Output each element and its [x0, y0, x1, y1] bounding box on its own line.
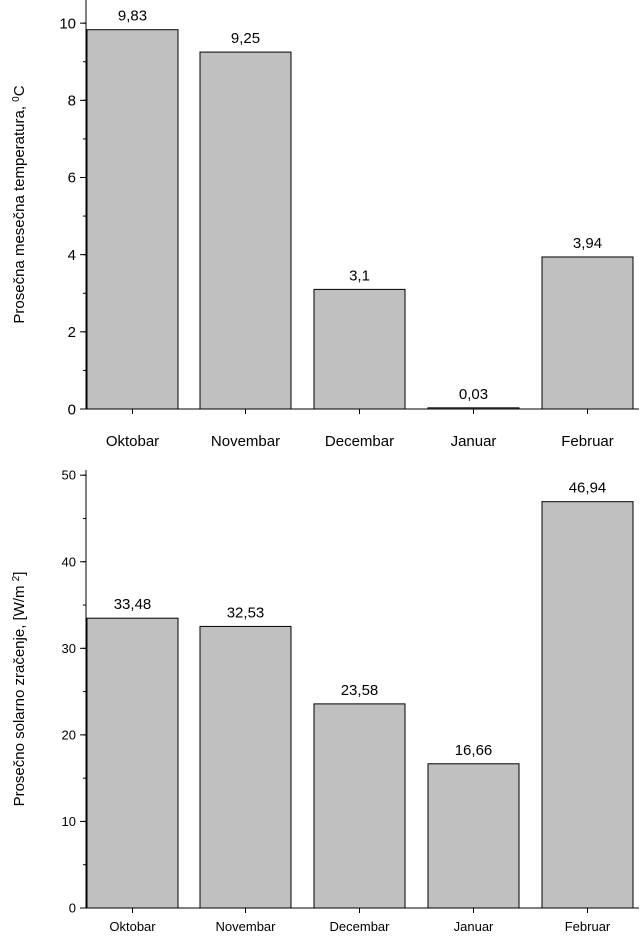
- y-tick-label: 6: [68, 170, 76, 187]
- x-tick-label: Januar: [451, 433, 497, 450]
- y-tick-label: 50: [62, 468, 76, 483]
- y-tick-label: 10: [62, 814, 76, 829]
- bar-oktobar: [86, 617, 179, 909]
- y-tick-label: 30: [62, 641, 76, 656]
- y-tick-label: 2: [68, 324, 76, 341]
- data-label: 9,25: [231, 30, 260, 47]
- data-label: 0,03: [459, 386, 488, 403]
- bar-decembar: [313, 703, 406, 909]
- y-axis-label: Prosečno solarno zračenje, [W/m 2]: [11, 572, 29, 807]
- data-label: 33,48: [114, 596, 152, 613]
- data-label: 46,94: [569, 480, 607, 497]
- bar-februar: [541, 256, 634, 410]
- data-label: 3,94: [573, 235, 602, 252]
- chart-1: 9,83 Oktobar 9,25 Novembar 3,1 Decembar 0,03 Ja…: [11, 0, 639, 450]
- x-tick-label: Oktobar: [109, 919, 156, 934]
- y-tick-label: 0: [69, 901, 76, 916]
- y-tick-label: 10: [59, 15, 76, 32]
- x-tick-label: Decembar: [330, 919, 391, 934]
- data-label: 23,58: [341, 682, 379, 699]
- data-label: 9,83: [118, 8, 147, 25]
- data-label: 32,53: [227, 604, 265, 621]
- y-tick-label: 20: [62, 727, 76, 742]
- x-tick-label: Februar: [565, 919, 611, 934]
- x-tick-label: Novembar: [211, 433, 280, 450]
- bar-decembar: [313, 288, 406, 410]
- x-tick-label: Februar: [561, 433, 614, 450]
- bar-januar: [427, 763, 520, 909]
- y-axis-label: Prosečna mesečna temperatura, 0C: [11, 85, 29, 323]
- x-tick-label: Oktobar: [106, 433, 159, 450]
- y-tick-label: 0: [68, 401, 76, 418]
- bar-novembar: [199, 625, 292, 909]
- x-tick-label: Decembar: [325, 433, 394, 450]
- x-tick-label: Novembar: [216, 919, 277, 934]
- data-label: 3,1: [349, 267, 370, 284]
- y-tick-label: 8: [68, 93, 76, 110]
- chart-2: 33,48 Oktobar 32,53 Novembar 23,58 Decembar 16…: [11, 468, 639, 934]
- x-tick-label: Januar: [454, 919, 494, 934]
- y-tick-label: 4: [68, 247, 76, 264]
- y-tick-label: 40: [62, 554, 76, 569]
- bar-novembar: [199, 51, 292, 410]
- bar-oktobar: [86, 29, 179, 410]
- data-label: 16,66: [455, 742, 493, 759]
- bar-februar: [541, 501, 634, 909]
